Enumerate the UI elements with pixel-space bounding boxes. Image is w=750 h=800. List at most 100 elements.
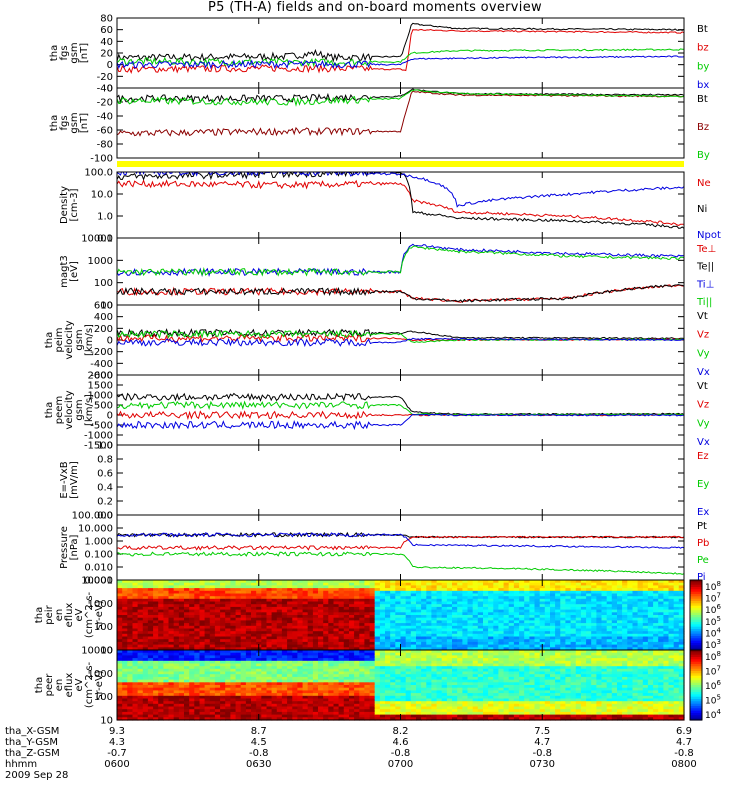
spectrogram-cell (441, 674, 448, 678)
series-line-pb (117, 535, 684, 551)
spectrogram-cell (349, 701, 355, 705)
spectrogram-cell (436, 633, 443, 638)
legend-vy: Vy (697, 348, 710, 359)
spectrogram-cell (647, 582, 654, 586)
spectrogram-cell (446, 639, 453, 643)
spectrogram-cell (493, 617, 500, 621)
spectrogram-cell (312, 598, 319, 603)
spectrogram-cell (421, 623, 427, 627)
spectrogram-cell (513, 582, 520, 586)
spectrogram-cell (122, 687, 128, 691)
spectrogram-cell (307, 582, 314, 586)
spectrogram-cell (122, 693, 128, 697)
spectrogram-cell (214, 628, 221, 632)
spectrogram-cell (338, 717, 345, 721)
spectrogram-cell (359, 682, 366, 686)
spectrogram-cell (477, 596, 484, 600)
y-axis-label-line: gsm (74, 399, 85, 420)
spectrogram-cell (302, 709, 309, 713)
spectrogram-cell (261, 666, 268, 670)
spectrogram-cell (395, 580, 402, 584)
spectrogram-cell (333, 674, 340, 678)
spectrogram-cell (142, 617, 149, 621)
spectrogram-cell (158, 633, 164, 638)
spectrogram-cell (570, 639, 577, 643)
spectrogram-cell (189, 647, 195, 651)
spectrogram-cell (421, 582, 427, 586)
spectrogram-cell (364, 674, 371, 678)
spectrogram-cell (647, 631, 654, 635)
spectrogram-cell (400, 620, 407, 624)
spectrogram-cell (441, 596, 448, 600)
spectrogram-cell (364, 588, 371, 592)
spectrogram-cell (477, 604, 484, 608)
spectrogram-cell (374, 604, 381, 608)
spectrogram-cell (122, 580, 128, 584)
spectrogram-cell (493, 636, 500, 640)
series-group (117, 88, 684, 137)
spectrogram-cell (163, 623, 170, 627)
spectrogram-cell (333, 706, 340, 710)
spectrogram-cell (395, 636, 402, 640)
spectrogram-cell (318, 679, 324, 683)
spectrogram-cell (225, 617, 231, 621)
spectrogram-cell (431, 631, 438, 635)
spectrogram-cell (369, 674, 376, 678)
spectrogram-cell (441, 658, 448, 662)
spectrogram-cell (596, 625, 603, 630)
spectrogram-cell (498, 641, 505, 646)
spectrogram-cell (642, 631, 649, 635)
spectrogram-cell (132, 679, 139, 683)
spectrogram-cell (281, 623, 288, 627)
y-tick-label: 1000 (88, 669, 113, 680)
spectrogram-cell (240, 674, 247, 678)
spectrogram-cell (266, 609, 273, 613)
spectrogram-cell (410, 604, 417, 608)
spectrogram-cell (462, 606, 469, 611)
spectrogram-cell (117, 650, 123, 654)
spectrogram-cell (147, 663, 154, 667)
spectrogram-cell (137, 598, 144, 603)
spectrogram-cell (488, 601, 494, 605)
spectrogram-cell (173, 604, 180, 608)
spectrogram-cell (173, 615, 180, 619)
spectrogram-cell (364, 682, 371, 686)
colorbar-segment (690, 633, 702, 637)
spectrogram-cell (153, 604, 159, 608)
spectrogram-cell (565, 615, 572, 619)
spectrogram-cell (354, 690, 360, 694)
spectrogram-cell (163, 652, 170, 656)
spectrogram-cell (379, 682, 386, 686)
spectrogram-cell (261, 671, 268, 675)
spectrogram-cell (483, 612, 489, 616)
spectrogram-cell (544, 625, 551, 630)
spectrogram-cell (318, 706, 324, 710)
spectrogram-cell (230, 650, 237, 654)
spectrogram-cell (544, 633, 551, 638)
spectrogram-cell (122, 658, 128, 662)
spectrogram-cell (245, 698, 252, 702)
spectrogram-cell (544, 588, 551, 592)
y-tick-label: 10 (100, 646, 113, 657)
spectrogram-cell (204, 641, 211, 646)
spectrogram-cell (122, 601, 128, 605)
spectrogram-cell (668, 628, 675, 632)
spectrogram-cell (333, 590, 340, 595)
spectrogram-cell (199, 606, 206, 611)
spectrogram-cell (498, 601, 505, 605)
spectrogram-cell (328, 663, 335, 667)
spectrogram-cell (431, 676, 438, 681)
spectrogram-cell (493, 612, 500, 616)
spectrogram-cell (292, 588, 299, 592)
spectrogram-cell (431, 590, 438, 595)
spectrogram-cell (416, 609, 422, 613)
spectrogram-cell (591, 585, 597, 589)
spectrogram-cell (287, 685, 293, 689)
spectrogram-cell (410, 685, 417, 689)
spectrogram-cell (117, 676, 123, 681)
spectrogram-cell (158, 695, 164, 700)
spectrogram-cell (266, 633, 273, 638)
spectrogram-cell (441, 698, 448, 702)
spectrogram-cell (457, 585, 463, 589)
spectrogram-cell (617, 623, 623, 627)
